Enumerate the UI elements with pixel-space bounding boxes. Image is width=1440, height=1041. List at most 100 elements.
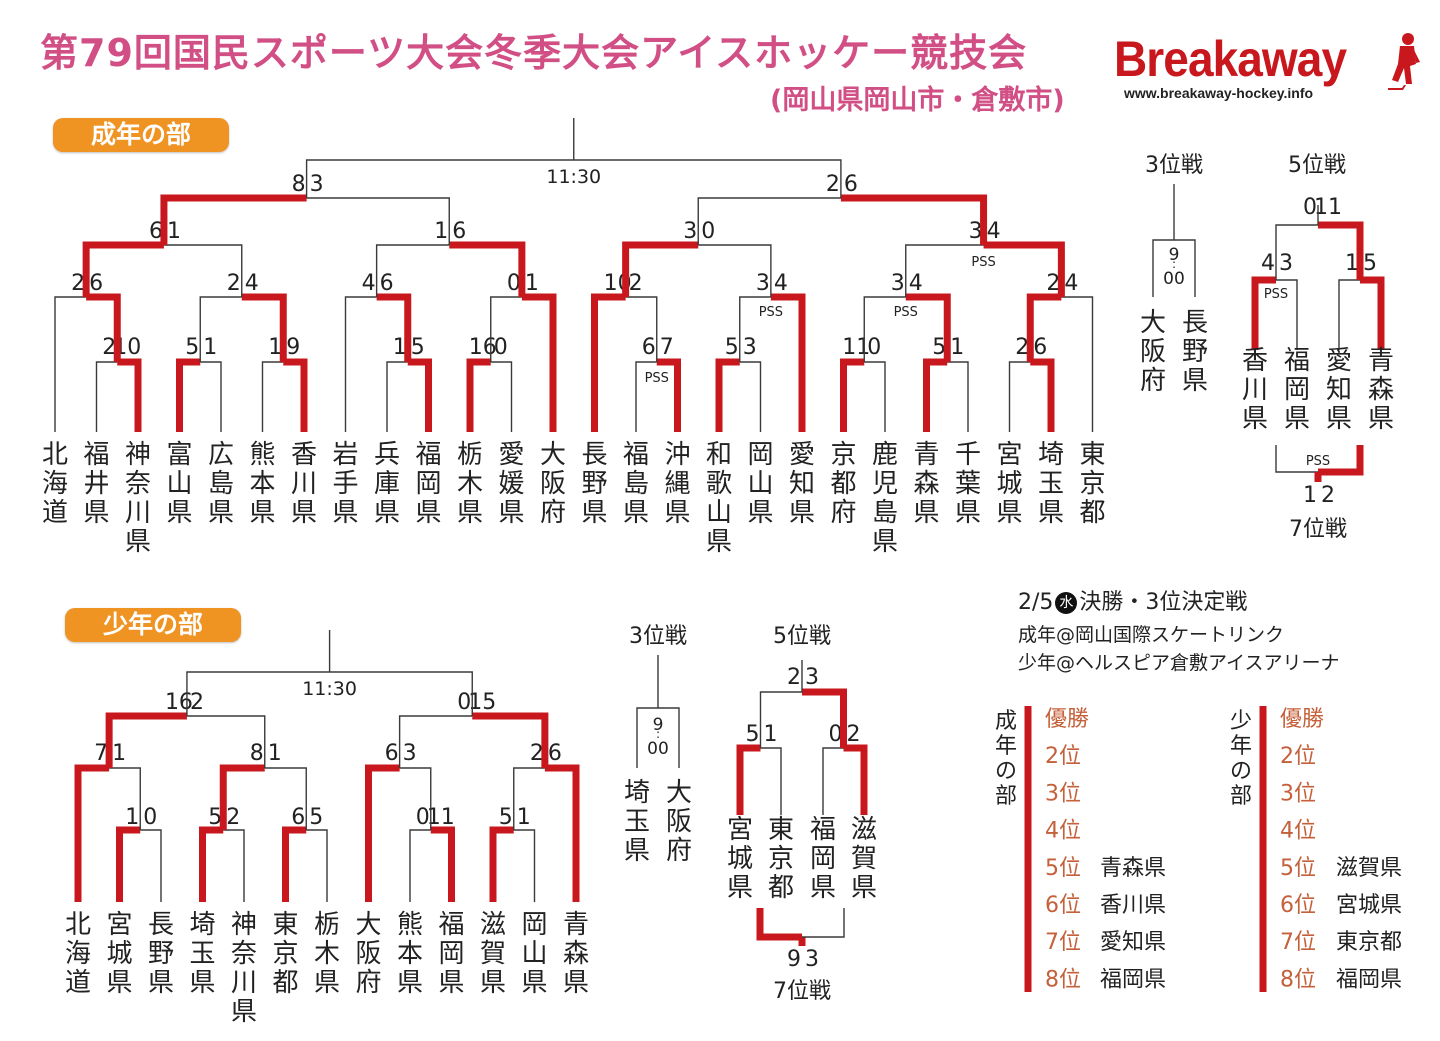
bracket-line [513,767,545,830]
bracket-line [264,767,307,830]
schedule-title: 決勝・3位決定戦 [1079,590,1248,615]
team-char: 本 [397,939,423,969]
team-char: 県 [438,968,464,998]
team-char: 愛 [498,440,524,470]
team-char: 賀 [851,844,877,874]
winner-path [241,293,287,362]
winner-path [715,358,740,432]
standings-team: 愛知県 [1100,930,1166,955]
team-char: 媛 [498,469,524,499]
bracket-line [200,361,222,432]
bracket-line [409,829,431,902]
score: 0 [457,690,471,715]
team-name: 香川県 [291,440,317,528]
team-char: 県 [563,968,589,998]
team-name: 愛知県 [1326,346,1352,434]
team-char: 少 [1230,709,1252,734]
team-char: 都 [830,469,856,499]
team-char: 栃 [457,440,483,470]
match-time: 9 [653,715,664,735]
team-char: の [995,759,1017,784]
team-char: 県 [789,498,815,528]
team-char: 玉 [189,939,215,969]
team-char: 県 [314,968,340,998]
team-name: 熊本県 [397,910,423,998]
team-char: 県 [480,968,506,998]
score: 4 [909,271,923,296]
team-name: 長野県 [1182,308,1208,396]
bracket-line [261,361,284,432]
team-name: 福井県 [83,440,109,528]
bracket-line [863,296,906,362]
team-char: 埼 [1038,440,1064,470]
team-char: 鹿 [872,440,898,470]
team-name: 大阪府 [1140,308,1166,396]
team-char: 県 [125,527,151,557]
team-name: 愛媛県 [498,440,524,528]
team-char: 県 [1242,404,1268,434]
team-char: 県 [1326,404,1352,434]
bracket-line [490,296,522,362]
score: 3 [805,665,819,690]
team-char: 岡 [438,939,464,969]
bracket-line [54,296,87,432]
score: 16 [165,690,193,715]
bracket-line [759,691,802,748]
team-char: 県 [851,873,877,903]
schedule-line: 2/5 水決勝・3位決定戦 [1018,584,1247,616]
winner-path [544,764,580,902]
team-char: 京 [768,844,794,874]
logo-wordmark: Breakaway [1114,31,1347,87]
score: 0 [1303,195,1317,220]
adult-venue: 成年@岡山国際スケートリンク [1018,624,1285,646]
team-char: 岡 [1284,375,1310,405]
team-char: 葉 [955,469,981,499]
team-char: 知 [1326,375,1352,405]
bracket-line [1276,279,1298,350]
breakaway-logo: Breakaway www.breakaway-hockey.info [1114,30,1424,108]
winner-path [365,764,400,902]
team-char: 県 [706,527,732,557]
team-name: 福岡県 [438,910,464,998]
bracket-line [95,361,118,432]
team-char: 手 [332,469,358,499]
team-char: 県 [208,498,234,528]
standings-rank: 8位 [1045,967,1081,992]
page-subtitle: (岡山県岡山市・倉敷市) [770,85,1065,116]
pss-label: PSS [894,305,918,320]
team-char: 森 [563,939,589,969]
team-char: 県 [1182,366,1208,396]
standings-rank: 5位 [1280,856,1316,881]
team-char: 道 [65,968,91,998]
team-char: 県 [374,498,400,528]
bracket-line [1275,445,1318,473]
score: 6 [642,335,656,360]
team-char: 城 [996,469,1022,499]
team-name: 宮城県 [106,910,132,998]
standings-rank: 優勝 [1045,707,1089,732]
standings-team: 香川県 [1100,893,1166,918]
team-char: 東 [1079,440,1105,470]
standings-team: 滋賀県 [1336,856,1402,881]
winner-path [376,293,412,362]
team-char: 北 [65,910,91,940]
score: 3 [891,271,905,296]
team-char: 県 [249,498,275,528]
score: 3 [403,741,417,766]
score: 11 [842,335,870,360]
score: 2 [190,690,204,715]
team-char: 阪 [666,807,692,837]
bracket-line [739,296,771,362]
team-char: 長 [581,440,607,470]
score: 2 [530,741,544,766]
bracket-line [513,829,536,902]
team-name: 愛知県 [789,440,815,528]
winner-path [923,358,948,432]
score: 4 [1064,271,1078,296]
score: 1 [525,271,539,296]
team-char: 県 [1284,404,1310,434]
standings-rank: 4位 [1280,819,1316,844]
